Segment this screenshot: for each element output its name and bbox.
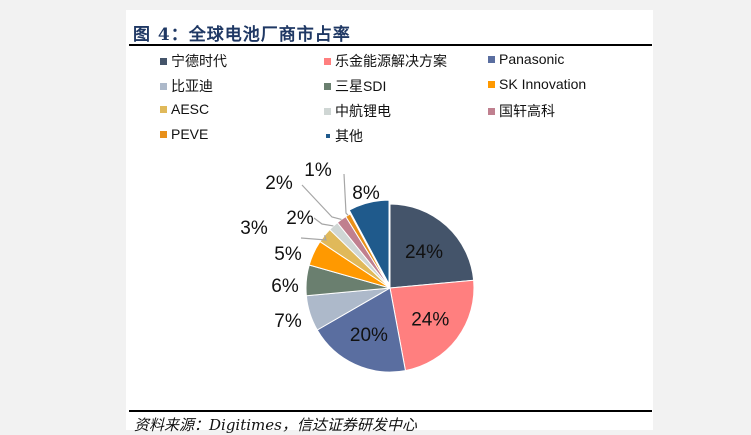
data-label: 20% xyxy=(350,325,388,346)
legend-item: SK Innovation xyxy=(488,76,586,92)
leader-line xyxy=(301,184,342,221)
data-label: 7% xyxy=(274,311,302,332)
legend-item: PEVE xyxy=(160,126,208,142)
pie-chart: 24% 24% 20% 7% 6% 5% 3% 2% 2% 1% 8% xyxy=(240,160,475,373)
legend-label: 国轩高科 xyxy=(499,103,555,119)
leader-line xyxy=(313,217,334,227)
legend-swatch xyxy=(324,57,331,65)
legend-label: 中航锂电 xyxy=(335,103,391,119)
legend-item: 乐金能源解决方案 xyxy=(324,51,447,71)
legend-item: Panasonic xyxy=(488,51,564,67)
pie-slice xyxy=(316,287,407,373)
legend-label: 比亚迪 xyxy=(171,78,213,94)
legend-swatch xyxy=(324,107,331,115)
legend-swatch xyxy=(488,55,495,63)
legend-item: 国轩高科 xyxy=(488,101,555,121)
data-label: 3% xyxy=(240,218,268,239)
legend-label: PEVE xyxy=(171,126,209,142)
legend-swatch xyxy=(488,80,495,88)
title-divider xyxy=(129,44,652,46)
legend-label: SK Innovation xyxy=(499,76,587,92)
legend-label: 乐金能源解决方案 xyxy=(335,53,447,69)
data-label: 2% xyxy=(286,208,314,229)
legend-swatch xyxy=(160,82,167,90)
legend-swatch xyxy=(160,57,167,65)
legend-item: 三星SDI xyxy=(324,76,386,96)
pie-slice xyxy=(345,213,391,289)
figure-title: 图 4：全球电池厂商市占率 xyxy=(133,25,351,45)
data-label: 1% xyxy=(304,160,332,181)
data-label: 2% xyxy=(265,173,293,194)
pie-slice xyxy=(389,279,475,372)
legend-item: 宁德时代 xyxy=(160,51,227,71)
legend-label: 其他 xyxy=(335,128,363,144)
legend-swatch xyxy=(488,107,495,115)
legend-item: AESC xyxy=(160,101,209,117)
source-note: 资料来源：Digitimes，信达证券研发中心 xyxy=(134,416,417,434)
legend-label: AESC xyxy=(171,101,210,117)
leader-line xyxy=(343,173,349,216)
figure-card: 图 4：全球电池厂商市占率 宁德时代 乐金能源解决方案 Panasonic 比亚迪 三星… xyxy=(126,10,653,434)
pie-slice xyxy=(348,199,390,285)
legend-item: 中航锂电 xyxy=(324,101,391,121)
data-label: 24% xyxy=(411,309,449,330)
legend-label: 三星SDI xyxy=(335,78,387,94)
data-label: 24% xyxy=(405,242,443,263)
legend-swatch xyxy=(160,105,167,113)
legend-item: 其他 xyxy=(324,126,363,146)
legend-item: 比亚迪 xyxy=(160,76,213,96)
legend-swatch xyxy=(324,82,331,90)
pie-slice xyxy=(389,203,475,289)
source-divider xyxy=(129,410,652,412)
legend-swatch xyxy=(326,134,330,138)
data-label: 8% xyxy=(352,183,380,204)
data-label: 6% xyxy=(271,276,299,297)
data-label: 5% xyxy=(274,244,302,265)
legend-label: 宁德时代 xyxy=(171,53,227,69)
leader-line xyxy=(300,235,327,241)
legend-label: Panasonic xyxy=(499,51,565,67)
legend-swatch xyxy=(160,130,167,138)
